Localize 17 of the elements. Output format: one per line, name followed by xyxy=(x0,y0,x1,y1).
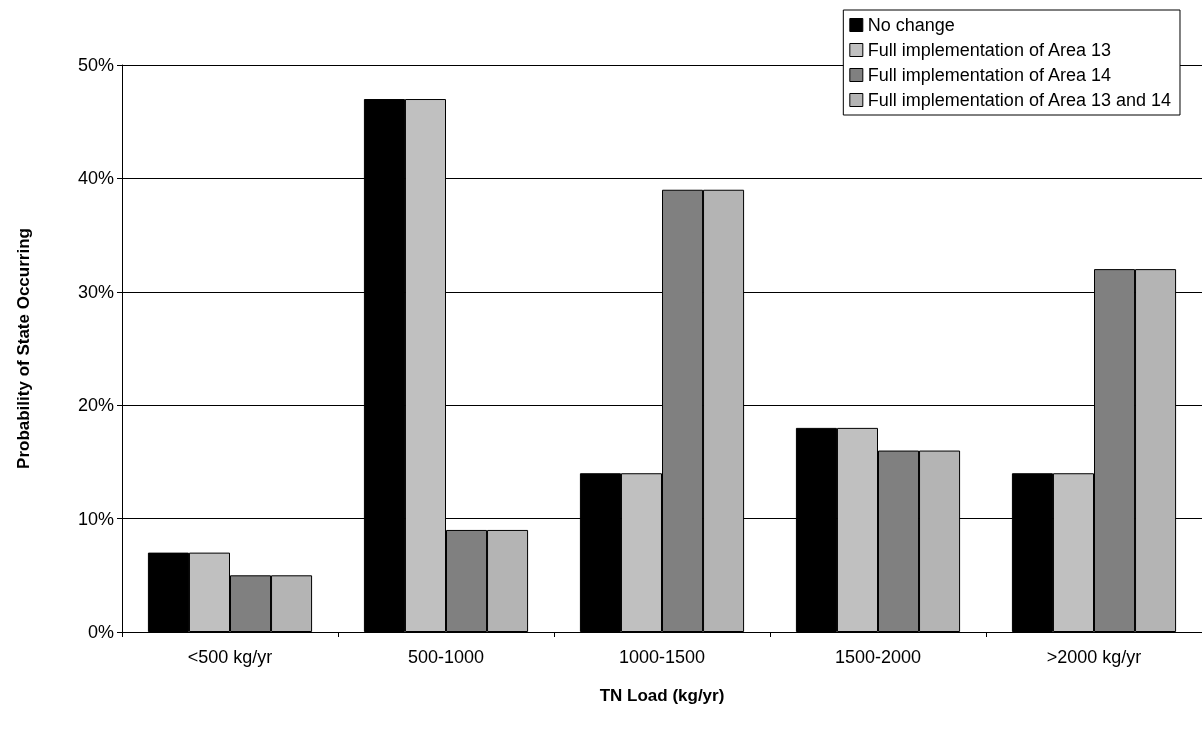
legend-label: Full implementation of Area 13 xyxy=(867,40,1111,60)
x-tick-label: 500-1000 xyxy=(407,647,485,667)
y-tick-label: 10% xyxy=(77,508,114,529)
y-tick-label: 30% xyxy=(77,281,114,302)
legend-label: No change xyxy=(867,15,955,35)
y-axis-title: Probability of State Occurring xyxy=(14,228,33,469)
x-tick-label: 1500-2000 xyxy=(834,647,922,667)
legend-label: Full implementation of Area 13 and 14 xyxy=(867,90,1172,110)
y-tick-label: 50% xyxy=(77,55,114,75)
x-axis-title: TN Load (kg/yr) xyxy=(599,686,725,705)
x-tick-label: <500 kg/yr xyxy=(187,647,273,667)
y-tick-label: 40% xyxy=(77,168,114,189)
y-tick-label: 20% xyxy=(77,395,114,416)
y-tick-label: 0% xyxy=(87,622,114,642)
legend-label: Full implementation of Area 14 xyxy=(867,65,1111,85)
x-tick-label: 1000-1500 xyxy=(618,647,706,667)
x-tick-label: >2000 kg/yr xyxy=(1046,647,1142,667)
